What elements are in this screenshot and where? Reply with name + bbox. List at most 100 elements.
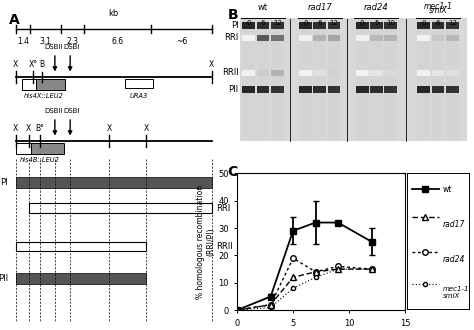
Bar (432, 86, 445, 93)
Bar (356, 70, 368, 76)
Text: RRI: RRI (224, 33, 238, 42)
Bar (271, 35, 284, 41)
Bar (356, 35, 368, 41)
Bar (36, 79, 64, 90)
Bar (370, 35, 383, 41)
Bar (432, 18, 445, 141)
Bar (328, 86, 340, 93)
Bar (328, 70, 340, 76)
Text: 0: 0 (246, 20, 251, 26)
Bar (446, 35, 459, 41)
Text: RRII: RRII (222, 68, 238, 77)
Text: rad17: rad17 (307, 3, 332, 12)
Bar (417, 35, 430, 41)
Bar (299, 86, 312, 93)
Bar (16, 143, 31, 154)
Bar (271, 70, 284, 76)
Text: PII: PII (228, 85, 238, 94)
Text: kb: kb (109, 9, 119, 18)
Bar (242, 70, 255, 76)
Text: PII: PII (0, 274, 8, 283)
Bar (313, 70, 326, 76)
Text: 0: 0 (360, 20, 365, 26)
Bar (16, 242, 146, 251)
Text: mec1-1: mec1-1 (424, 2, 453, 11)
Text: X: X (144, 124, 149, 133)
Bar (446, 18, 459, 141)
Text: 12: 12 (329, 20, 338, 26)
Bar (356, 18, 368, 141)
Bar (446, 22, 459, 29)
Text: 6: 6 (261, 20, 265, 26)
Bar (384, 86, 397, 93)
Bar (313, 22, 326, 29)
Bar (370, 18, 383, 141)
Text: 1.4: 1.4 (17, 37, 29, 46)
Text: 10: 10 (386, 20, 395, 26)
Text: 5: 5 (374, 20, 379, 26)
Text: PI: PI (0, 178, 8, 187)
Bar (240, 18, 466, 141)
Text: URA3: URA3 (130, 93, 148, 99)
Bar (432, 35, 445, 41)
Text: B°: B° (35, 124, 44, 133)
Text: smlX: smlX (428, 6, 447, 15)
Bar (417, 70, 430, 76)
Bar (256, 86, 269, 93)
Bar (384, 35, 397, 41)
Bar (356, 22, 368, 29)
Bar (271, 22, 284, 29)
Text: DSBI: DSBI (63, 108, 80, 114)
Text: mec1-1
smlX: mec1-1 smlX (443, 286, 469, 299)
Text: his4X::LEU2: his4X::LEU2 (24, 93, 64, 99)
Bar (384, 70, 397, 76)
Bar (384, 22, 397, 29)
Text: X: X (13, 60, 18, 69)
Bar (242, 86, 255, 93)
Text: wt: wt (258, 3, 268, 12)
Text: X: X (107, 124, 112, 133)
Text: wt: wt (443, 185, 452, 194)
Bar (432, 22, 445, 29)
Text: 12: 12 (273, 20, 282, 26)
Bar (256, 70, 269, 76)
Bar (328, 18, 340, 141)
Text: ~6: ~6 (176, 37, 187, 46)
Text: X°: X° (28, 60, 37, 69)
Bar (271, 86, 284, 93)
Text: X: X (26, 124, 31, 133)
Bar (22, 79, 36, 90)
Text: RRI: RRI (216, 204, 230, 213)
Bar (242, 22, 255, 29)
Bar (31, 143, 64, 154)
Text: rad24: rad24 (364, 3, 389, 12)
Bar (125, 79, 153, 88)
Text: 3.1: 3.1 (39, 37, 52, 46)
Bar (242, 18, 255, 141)
Text: B: B (39, 60, 45, 69)
Bar (16, 273, 146, 284)
Text: DSBII: DSBII (45, 108, 63, 114)
Text: 6: 6 (318, 20, 322, 26)
Text: RRII: RRII (216, 242, 233, 251)
Text: rad24: rad24 (443, 255, 465, 264)
Bar (242, 35, 255, 41)
Text: X: X (13, 124, 18, 133)
Bar (16, 177, 212, 188)
Bar (370, 22, 383, 29)
Bar (384, 18, 397, 141)
Bar (29, 204, 212, 213)
Text: 0: 0 (303, 20, 308, 26)
Bar (299, 18, 312, 141)
Bar (299, 22, 312, 29)
Bar (313, 35, 326, 41)
Bar (370, 70, 383, 76)
Bar (356, 86, 368, 93)
Bar (328, 35, 340, 41)
Text: X: X (209, 60, 215, 69)
Text: C: C (228, 165, 238, 179)
Bar (313, 86, 326, 93)
Bar (446, 70, 459, 76)
Bar (256, 22, 269, 29)
Bar (370, 86, 383, 93)
